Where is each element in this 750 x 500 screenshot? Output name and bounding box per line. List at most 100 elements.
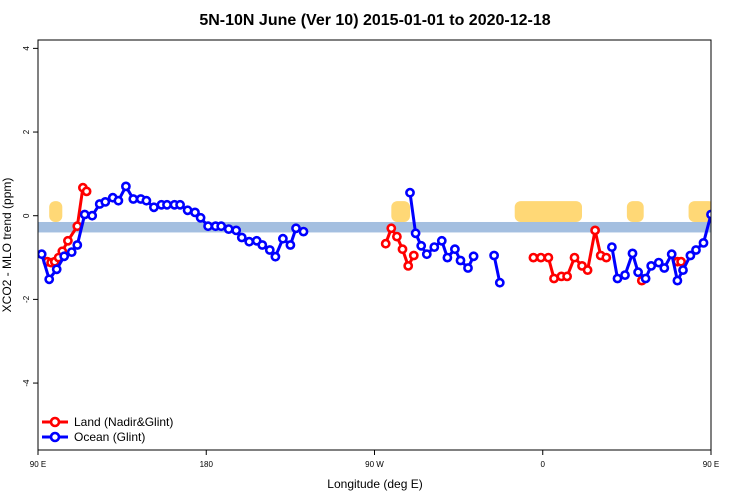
data-point [236,232,247,243]
data-point [676,256,686,267]
reference-band [38,221,711,233]
data-point [719,200,726,207]
plot-area [38,181,750,288]
data-point [706,209,711,220]
x-tick-label: 90 E [703,460,719,469]
data-point [582,265,593,275]
data-point [633,267,643,278]
data-point [128,194,139,204]
data-point [627,248,638,259]
data-point [410,228,421,239]
y-axis-label: XCO2 - MLO trend (ppm) [0,178,14,313]
y-tick-label: 0 [22,213,31,218]
data-point [745,183,750,190]
data-point [141,195,152,206]
x-tick-label: 0 [541,460,546,469]
data-point [380,238,391,249]
data-point [612,273,623,284]
series-line [722,189,733,227]
data-point [264,245,275,255]
data-point [672,275,683,286]
data-point [646,260,657,271]
data-point [66,247,77,257]
data-point [455,255,466,266]
data-point [113,195,124,206]
data-point [726,196,733,203]
land-blob [49,201,63,222]
data-point [691,245,701,255]
data-point [408,250,419,261]
data-point [223,224,234,234]
data-point [216,221,227,232]
y-tick-label: 2 [22,129,31,134]
data-point [698,237,709,248]
data-point [429,242,440,252]
data-point [601,252,612,263]
data-point [403,260,414,271]
data-point [659,263,670,273]
data-point [416,240,427,251]
data-point [59,251,70,262]
data-point [405,187,415,198]
land-blob [688,201,711,222]
data-point [739,197,746,204]
data-point [79,209,90,220]
x-tick-label: 90 W [365,460,384,469]
data-point [726,185,733,192]
data-point [38,249,47,260]
data-point [730,188,737,195]
x-tick-label: 90 E [30,460,46,469]
legend: Land (Nadir&Glint)Ocean (Glint) [42,415,173,444]
data-point [528,252,539,263]
data-point [195,212,206,223]
data-point [244,236,255,247]
data-point [87,210,98,221]
data-point [494,277,505,288]
data-point [277,233,288,244]
data-point [270,251,281,262]
data-point [121,181,131,192]
data-point [72,240,83,250]
data-point [391,231,402,242]
legend-label: Land (Nadir&Glint) [74,415,173,429]
data-point [162,199,172,210]
data-point [291,223,301,234]
y-tick-label: -2 [22,295,31,303]
data-point [463,263,473,273]
y-axis: -4 -2 0 2 4 [22,46,38,387]
data-point [190,207,200,218]
data-point [63,235,73,246]
legend-label: Ocean (Glint) [74,430,145,444]
series-layer [38,181,750,288]
data-point [543,252,554,263]
data-point [685,250,696,261]
x-tick-label: 180 [200,460,214,469]
data-point [203,221,213,232]
data-point [285,240,296,250]
data-point [678,265,688,275]
data-point [449,244,460,255]
data-point [607,242,617,252]
data-point [640,273,651,284]
data-point [298,226,309,237]
data-point [562,271,572,282]
chart-title: 5N-10N June (Ver 10) 2015-01-01 to 2020-… [199,12,550,29]
data-point [666,249,677,260]
data-point [175,199,185,210]
land-blob [391,201,411,222]
legend-marker [49,431,61,443]
data-point [436,235,447,246]
data-point [442,252,453,263]
y-tick-label: 4 [22,46,31,51]
data-point [81,186,92,197]
x-axis: 90 E 180 90 W 0 90 E [30,450,719,469]
data-point [397,244,408,255]
data-point [100,196,111,207]
data-point [732,193,739,200]
data-point [231,225,242,236]
x-axis-label: Longitude (deg E) [327,477,422,491]
y-tick-label: -4 [22,379,31,387]
data-point [421,249,432,260]
series-ocean [38,181,750,288]
